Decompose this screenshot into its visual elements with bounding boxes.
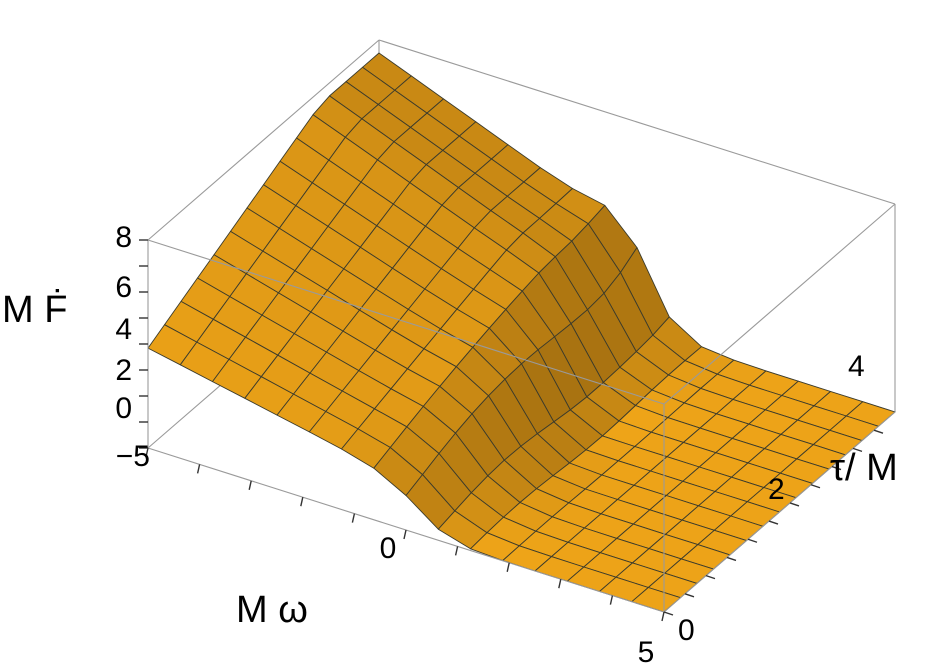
tick-mark xyxy=(506,562,510,572)
tick-mark xyxy=(558,579,562,589)
box-edge xyxy=(663,203,896,405)
tick-mark xyxy=(609,595,614,605)
box-edge xyxy=(147,39,380,241)
x-tick-label: −5 xyxy=(116,440,150,473)
box-edge xyxy=(147,239,665,405)
x-axis-title: M ω xyxy=(236,589,308,631)
tick-mark xyxy=(768,520,779,525)
tick-mark xyxy=(351,513,356,523)
tick-mark xyxy=(726,556,737,562)
z-tick-label: 8 xyxy=(115,221,132,254)
z-tick-label: 0 xyxy=(115,392,132,425)
tick-mark xyxy=(810,484,821,489)
z-tick-label: 6 xyxy=(115,271,132,304)
axis-ticks xyxy=(139,239,884,622)
box-edge xyxy=(378,39,896,205)
tick-mark xyxy=(145,447,149,458)
tick-mark xyxy=(873,429,884,434)
tick-mark xyxy=(248,480,252,490)
tick-mark xyxy=(684,593,695,598)
y-tick-label: 0 xyxy=(678,614,695,647)
tick-mark xyxy=(403,529,407,540)
box-edge xyxy=(663,411,896,613)
tick-mark xyxy=(454,546,459,556)
y-tick-label: 2 xyxy=(768,473,785,506)
tick-mark xyxy=(852,447,863,453)
tick-mark xyxy=(300,497,304,507)
tick-mark xyxy=(663,611,674,616)
surface-mesh xyxy=(147,52,896,613)
x-tick-label: 0 xyxy=(380,532,397,565)
y-axis-title: τ/ M xyxy=(830,447,898,489)
tick-mark xyxy=(747,538,758,543)
z-tick-label: 2 xyxy=(115,354,132,387)
z-axis-title: M Ḟ xyxy=(2,288,67,331)
tick-mark xyxy=(661,611,665,622)
tick-mark xyxy=(831,465,842,471)
z-tick-label: 4 xyxy=(115,313,132,346)
tick-mark xyxy=(705,574,716,580)
x-tick-label: 5 xyxy=(638,636,655,669)
y-tick-label: 4 xyxy=(848,350,865,383)
tick-mark xyxy=(789,502,800,507)
tick-mark xyxy=(196,464,201,474)
